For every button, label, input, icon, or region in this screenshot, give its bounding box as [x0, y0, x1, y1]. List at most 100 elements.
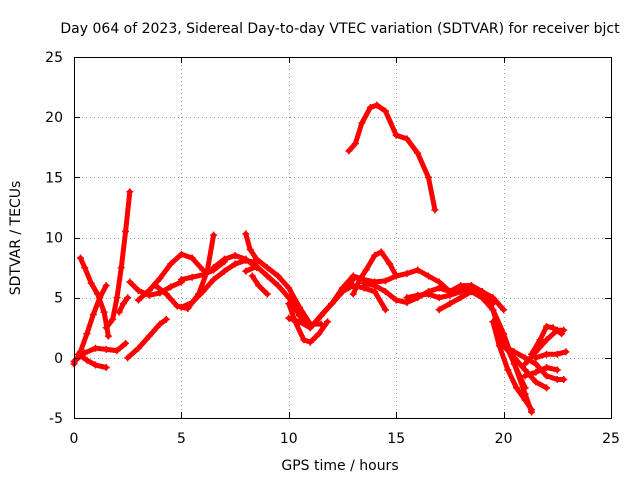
x-tick-label: 10	[280, 431, 298, 447]
data-point	[414, 291, 422, 299]
data-point	[500, 306, 508, 314]
data-point	[403, 135, 411, 143]
series-arc-33	[521, 363, 561, 380]
y-tick-label: 15	[45, 170, 63, 186]
data-point	[188, 298, 196, 306]
data-point	[414, 149, 422, 157]
data-point	[231, 260, 239, 268]
data-point	[521, 372, 529, 380]
data-point	[558, 330, 566, 338]
data-point	[91, 344, 99, 352]
data-point	[220, 267, 228, 275]
data-point	[328, 300, 336, 308]
data-point	[549, 324, 557, 332]
data-point	[431, 206, 439, 214]
data-point	[392, 272, 400, 280]
data-point	[543, 323, 551, 331]
series-line	[533, 349, 569, 361]
data-point	[366, 104, 374, 112]
series-arc-07	[124, 315, 170, 362]
data-point	[371, 288, 379, 296]
data-point	[134, 296, 142, 304]
data-point	[381, 288, 389, 296]
data-point	[117, 264, 125, 272]
data-point	[124, 294, 132, 302]
data-point	[231, 252, 239, 260]
axis-ticks	[74, 57, 612, 419]
data-point	[210, 231, 218, 239]
data-point	[156, 274, 164, 282]
data-point	[345, 147, 353, 155]
data-point	[351, 140, 359, 148]
data-point	[424, 290, 432, 298]
x-tick-label: 5	[177, 431, 186, 447]
data-point	[371, 282, 379, 290]
y-tick-label: 5	[54, 291, 63, 307]
series-arc-22	[349, 248, 454, 298]
data-point	[553, 366, 561, 374]
data-point	[263, 290, 271, 298]
data-point	[74, 350, 82, 358]
data-point	[188, 254, 196, 262]
data-point	[532, 354, 540, 362]
data-point	[467, 288, 475, 296]
data-point	[167, 260, 175, 268]
data-point	[500, 342, 508, 350]
data-point	[220, 255, 228, 263]
y-tick-label: -5	[49, 411, 63, 427]
data-point	[528, 406, 536, 414]
data-point	[371, 252, 379, 260]
data-point	[489, 294, 497, 302]
data-point	[435, 278, 443, 286]
data-point	[210, 264, 218, 272]
series-arc-21	[345, 101, 439, 214]
data-point	[306, 338, 314, 346]
data-point	[489, 306, 497, 314]
data-point	[242, 267, 250, 275]
data-point	[521, 396, 529, 404]
y-tick-label: 25	[45, 50, 63, 66]
data-point	[315, 330, 323, 338]
data-point	[145, 332, 153, 340]
data-point	[177, 250, 185, 258]
series-line	[77, 255, 111, 339]
data-point	[323, 318, 331, 326]
y-tick-label: 10	[45, 231, 63, 247]
data-point	[392, 296, 400, 304]
data-point	[521, 360, 529, 368]
data-point	[562, 348, 570, 356]
series-arc-32	[532, 348, 570, 362]
data-point	[457, 294, 465, 302]
data-point	[392, 131, 400, 139]
data-point	[381, 306, 389, 314]
data-point	[102, 345, 110, 353]
series-arc-05	[102, 188, 134, 332]
x-tick-labels: 0 5 10 15 20 25	[70, 431, 620, 447]
series-arc-20	[339, 282, 389, 314]
series-line	[103, 189, 133, 331]
data-point	[102, 282, 110, 290]
data-point	[543, 372, 551, 380]
series-line	[350, 249, 453, 297]
data-point	[177, 276, 185, 284]
data-point	[489, 318, 497, 326]
data-point	[285, 294, 293, 302]
data-point	[255, 282, 263, 290]
data-point	[532, 378, 540, 386]
data-point	[560, 326, 568, 334]
data-point	[300, 336, 308, 344]
data-point	[553, 350, 561, 358]
data-point	[536, 336, 544, 344]
series-arc-08	[126, 278, 185, 299]
series-line	[127, 279, 184, 298]
data-series	[70, 101, 570, 416]
data-point	[285, 300, 293, 308]
data-point	[500, 330, 508, 338]
data-point	[435, 306, 443, 314]
y-tick-label: 20	[45, 110, 63, 126]
data-point	[126, 188, 134, 196]
data-point	[263, 264, 271, 272]
data-point	[248, 272, 256, 280]
data-point	[381, 277, 389, 285]
